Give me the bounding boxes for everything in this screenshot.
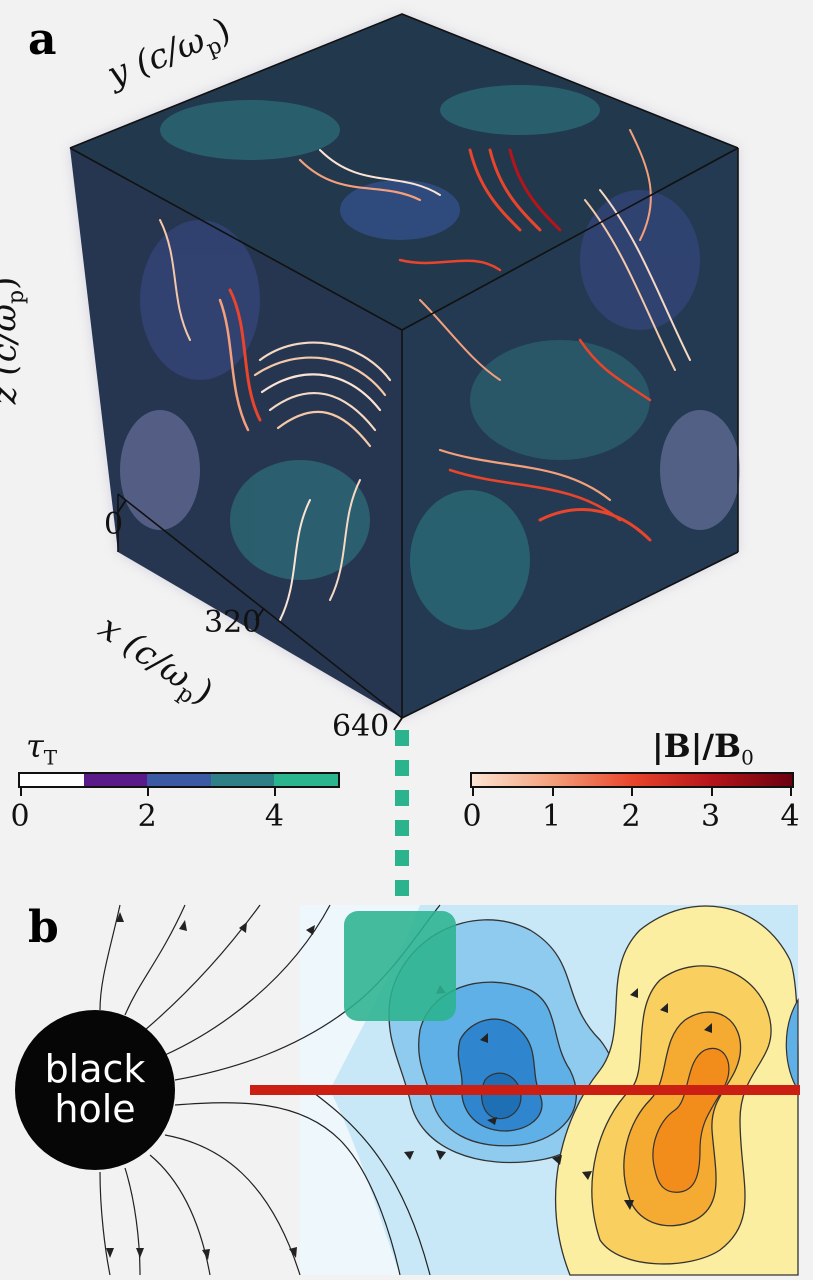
b-colorbar-title: |B|/B0 bbox=[652, 727, 754, 770]
tau-tick-label: 4 bbox=[264, 799, 284, 834]
b-tick-label: 1 bbox=[541, 799, 562, 834]
b-tick-mark bbox=[790, 786, 792, 796]
simulation-cube bbox=[69, 13, 740, 731]
tau-colorbar-segment bbox=[83, 774, 148, 786]
tau-colorbar-segment bbox=[274, 774, 338, 786]
b-tick-mark bbox=[631, 786, 633, 796]
b-tick-label: 0 bbox=[462, 799, 482, 834]
black-hole bbox=[15, 1010, 175, 1170]
b-tick-mark bbox=[710, 786, 713, 796]
tau-tick-label: 0 bbox=[10, 799, 30, 834]
tau-tick-label: 2 bbox=[137, 799, 157, 834]
zoom-region-box bbox=[344, 911, 456, 1021]
x-tick-640: 640 bbox=[332, 709, 390, 744]
b-tick-label: 3 bbox=[700, 799, 721, 834]
tau-colorbar bbox=[18, 772, 340, 788]
tau-tick-mark bbox=[20, 786, 22, 796]
b-tick-mark bbox=[551, 786, 554, 796]
panel-b-label: b bbox=[28, 902, 59, 953]
tau-colorbar-title: τT bbox=[26, 727, 58, 770]
tau-colorbar-segment bbox=[20, 774, 84, 786]
b-tick-label: 2 bbox=[621, 799, 641, 834]
black-hole-label: black hole bbox=[44, 1047, 146, 1131]
z-axis-label: z (c/ωp) bbox=[0, 277, 30, 405]
tau-tick-mark bbox=[147, 786, 150, 796]
b-tick-label: 4 bbox=[780, 799, 800, 834]
panel-a-label: a bbox=[28, 14, 57, 65]
panel-b-diagram bbox=[15, 904, 800, 1276]
tau-tick-mark bbox=[274, 786, 277, 796]
b-tick-mark bbox=[472, 786, 474, 796]
tau-colorbar-segment bbox=[210, 774, 275, 786]
x-tick-320: 320 bbox=[204, 605, 262, 640]
tau-colorbar-segment bbox=[147, 774, 211, 786]
x-tick-0: 0 bbox=[104, 507, 124, 542]
